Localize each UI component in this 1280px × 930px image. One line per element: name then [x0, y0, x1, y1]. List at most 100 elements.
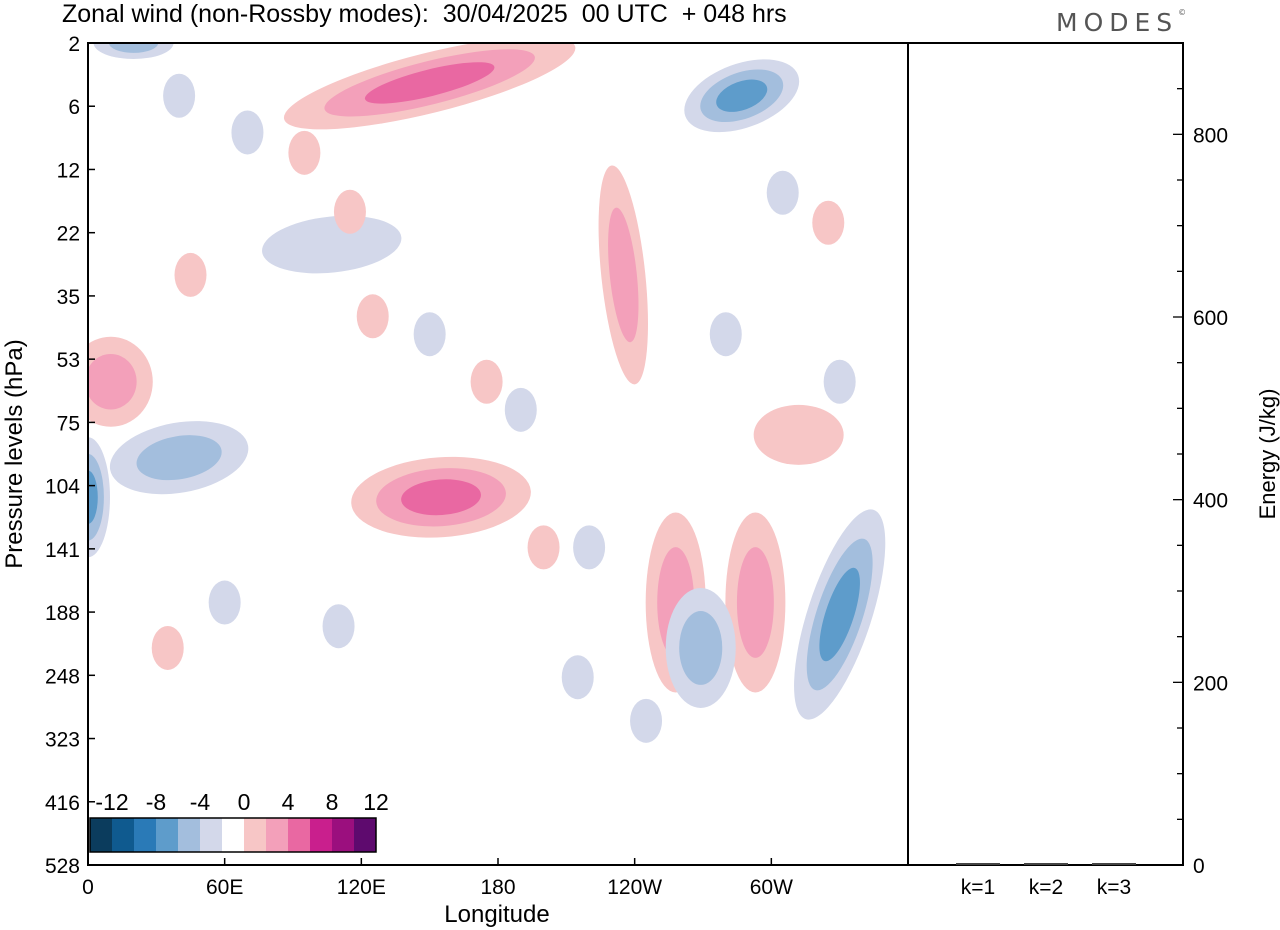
colorbar-label: 8 — [326, 789, 339, 815]
contour-level — [736, 547, 774, 658]
negative-wind-patch — [823, 359, 856, 404]
contour-level — [819, 567, 860, 662]
positive-wind-anomaly — [725, 512, 786, 693]
brand-mark: © — [1178, 8, 1187, 17]
colorbar-label: 4 — [282, 789, 295, 815]
positive-wind-anomaly — [753, 404, 844, 465]
colorbar-legend: -12 -8 -4 0 4 8 12 — [89, 789, 389, 853]
contour-level — [88, 470, 98, 524]
positive-wind-patch — [333, 189, 366, 234]
longitude-tick-label: 60E — [206, 876, 243, 899]
pressure-tick-label: 528 — [45, 855, 80, 878]
pressure-tick-label: 53 — [57, 349, 80, 372]
colorbar-swatch — [288, 818, 310, 852]
positive-wind-patch — [288, 130, 321, 175]
colorbar-swatch — [244, 818, 266, 852]
contour-field — [88, 43, 886, 743]
longitude-axis: 0 60E 120E 180 120W 60W — [82, 858, 793, 899]
pressure-tick-label: 22 — [57, 223, 80, 246]
pressure-tick-label: 6 — [68, 96, 80, 119]
negative-wind-anomaly — [794, 509, 886, 720]
negative-wind-patch — [766, 170, 799, 215]
colorbar-label: 0 — [238, 789, 251, 815]
pressure-tick-label: 75 — [57, 412, 80, 435]
brand-text: MODES — [1056, 8, 1179, 37]
energy-category-label: k=3 — [1097, 876, 1131, 899]
colorbar-label: -4 — [190, 789, 211, 815]
negative-wind-patch — [630, 698, 663, 743]
positive-wind-patch — [356, 294, 389, 339]
longitude-tick-label: 120W — [607, 876, 662, 899]
negative-wind-anomaly — [262, 215, 402, 274]
positive-wind-anomaly — [351, 456, 531, 538]
energy-bar — [1024, 863, 1068, 865]
positive-wind-patch — [527, 525, 560, 570]
contour-level — [108, 43, 159, 53]
negative-wind-anomaly — [665, 587, 736, 708]
negative-wind-anomaly — [684, 59, 800, 133]
contour-level — [608, 207, 639, 343]
positive-wind-patch — [151, 625, 184, 670]
colorbar-frame — [89, 817, 377, 853]
contour-level — [401, 479, 481, 516]
longitude-tick-label: 0 — [82, 876, 94, 899]
positive-wind-anomaly — [598, 165, 648, 385]
pressure-tick-label: 2 — [68, 33, 80, 56]
positive-wind-patch — [174, 252, 207, 297]
colorbar-swatch — [134, 818, 156, 852]
energy-category-label: k=2 — [1029, 876, 1063, 899]
colorbar-label: -8 — [146, 789, 166, 815]
pressure-tick-label: 188 — [45, 602, 80, 625]
pressure-tick-label: 35 — [57, 286, 80, 309]
energy-categories: k=1 k=2 k=3 — [961, 876, 1131, 899]
negative-wind-patch — [413, 312, 446, 357]
energy-tick-label: 600 — [1193, 307, 1228, 330]
longitude-tick-label: 180 — [480, 876, 515, 899]
positive-wind-patch — [812, 200, 845, 245]
pressure-axis: 2 6 12 22 35 53 75 104 141 188 248 323 416 528 — [45, 33, 95, 878]
energy-axis-label: Energy (J/kg) — [1255, 389, 1280, 520]
contour-level — [716, 79, 768, 112]
energy-tick-label: 800 — [1193, 124, 1228, 147]
x-axis-label: Longitude — [444, 901, 549, 928]
pressure-tick-label: 416 — [45, 792, 80, 815]
energy-tick-label: 0 — [1193, 855, 1205, 878]
energy-bar — [1092, 863, 1136, 865]
energy-tick-label: 200 — [1193, 672, 1228, 695]
energy-bars — [956, 863, 1136, 865]
negative-wind-patch — [573, 525, 606, 570]
negative-wind-anomaly — [109, 421, 249, 495]
positive-wind-anomaly — [88, 336, 153, 427]
positive-wind-patch — [470, 359, 503, 404]
colorbar-label: -12 — [95, 789, 128, 815]
colorbar-swatch — [222, 818, 244, 852]
negative-wind-patch — [504, 387, 537, 432]
longitude-tick-label: 60W — [750, 876, 793, 899]
contour-level — [753, 404, 844, 465]
negative-wind-patch — [231, 110, 264, 155]
negative-wind-patch — [322, 604, 355, 649]
contour-level — [136, 435, 222, 481]
pressure-tick-label: 104 — [45, 476, 80, 499]
colorbar-swatch — [156, 818, 178, 852]
colorbar-swatch — [354, 818, 376, 852]
colorbar-swatch — [112, 818, 134, 852]
negative-wind-patch — [709, 312, 742, 357]
colorbar-swatch — [178, 818, 200, 852]
negative-wind-patch — [163, 73, 196, 118]
contour-level — [88, 354, 137, 410]
pressure-tick-label: 12 — [57, 159, 80, 182]
longitude-tick-label: 120E — [337, 876, 386, 899]
pressure-tick-label: 323 — [45, 729, 80, 752]
energy-axis: 0 200 400 600 800 — [1173, 42, 1228, 878]
energy-tick-label: 400 — [1193, 490, 1228, 513]
colorbar-swatch — [90, 818, 112, 852]
negative-wind-anomaly — [88, 437, 110, 558]
negative-wind-patch — [208, 580, 241, 625]
colorbar-swatch — [200, 818, 222, 852]
negative-wind-patch — [561, 655, 594, 700]
colorbar-label: 12 — [363, 789, 389, 815]
energy-category-label: k=1 — [961, 876, 995, 899]
pressure-tick-label: 141 — [45, 539, 80, 562]
